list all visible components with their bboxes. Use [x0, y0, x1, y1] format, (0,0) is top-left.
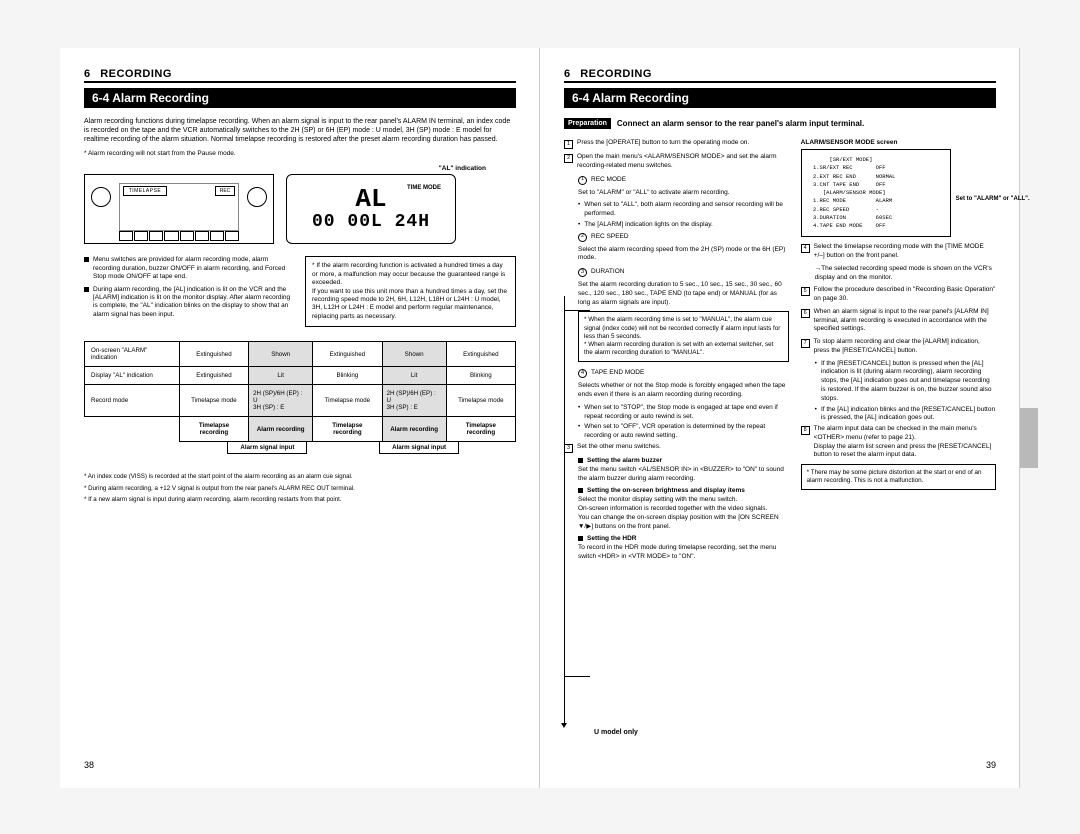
vcr-illustration: TIMELAPSE REC: [84, 174, 274, 244]
sub-1-icon: 1: [578, 176, 587, 185]
u-model-only-label: U model only: [594, 729, 638, 736]
footnotes: * An index code (VISS) is recorded at th…: [84, 472, 516, 504]
sub-4-icon: 4: [578, 369, 587, 378]
alarm-signal-input-label: Alarm signal input: [227, 441, 307, 454]
section-tag: 6 RECORDING: [84, 68, 516, 83]
state-table: On-screen "ALARM" indication Extinguishe…: [84, 341, 516, 442]
section-tab: [1020, 408, 1038, 468]
step-5-icon: 5: [801, 287, 810, 296]
subsection-title: 6-4 Alarm Recording: [564, 88, 996, 108]
step-text: Press the [OPERATE] button to turn the o…: [577, 139, 749, 149]
step-text: Select the timelapse recording mode with…: [814, 243, 996, 261]
page-39: 6 RECORDING 6-4 Alarm Recording Preparat…: [540, 48, 1020, 788]
alarm-signal-input-label: Alarm signal input: [379, 441, 459, 454]
table-row-label: Display "AL" indication: [85, 367, 180, 385]
note-box: * There may be some picture distortion a…: [801, 464, 996, 490]
section-number: 6: [84, 68, 91, 80]
intro-note: * Alarm recording will not start from th…: [84, 150, 516, 157]
step-3-icon: 3: [564, 444, 573, 453]
section-tag: 6 RECORDING: [564, 68, 996, 83]
preparation-text: Connect an alarm sensor to the rear pane…: [617, 119, 864, 128]
step-1-icon: 1: [564, 140, 573, 149]
section-label: RECORDING: [580, 68, 652, 80]
al-indication-label: "AL" indication: [84, 165, 516, 172]
al-text: AL: [355, 186, 386, 212]
subsection-title: 6-4 Alarm Recording: [84, 88, 516, 108]
step-2-icon: 2: [564, 154, 573, 163]
step-text: Set the other menu switches.: [577, 443, 661, 453]
step-8-icon: 8: [801, 426, 810, 435]
u-model-leader: [564, 296, 565, 726]
sub-2-icon: 2: [578, 233, 587, 242]
section-number: 6: [564, 68, 571, 80]
bullet-item: During alarm recording, the [AL] indicat…: [84, 286, 295, 320]
note-box: * When the alarm recording time is set t…: [578, 311, 789, 362]
caution-box: * If the alarm recording function is act…: [305, 256, 516, 327]
step-text: When an alarm signal is input to the rea…: [814, 308, 996, 334]
page-38: 6 RECORDING 6-4 Alarm Recording Alarm re…: [60, 48, 540, 788]
al-display: TIME MODE AL 00 00L 24H: [286, 174, 456, 244]
time-mode-label: TIME MODE: [407, 185, 441, 191]
section-label: RECORDING: [100, 68, 172, 80]
bullet-item: Menu switches are provided for alarm rec…: [84, 256, 295, 281]
step-text: Follow the procedure described in "Recor…: [814, 286, 996, 304]
intro-text: Alarm recording functions during timelap…: [84, 118, 516, 144]
sub-3-icon: 3: [578, 268, 587, 277]
preparation-tag: Preparation: [564, 118, 611, 129]
timelapse-badge: TIMELAPSE: [123, 186, 167, 196]
step-text: The alarm input data can be checked in t…: [814, 425, 996, 460]
step-7-icon: 7: [801, 339, 810, 348]
menu-screen: [SR/EXT MODE] 1.SR/EXT REC OFF 2.EXT REC…: [801, 149, 951, 237]
step-text: Open the main menu's <ALARM/SENSOR MODE>…: [577, 153, 789, 171]
rec-badge: REC: [215, 186, 235, 196]
table-row-label: On-screen "ALARM" indication: [85, 342, 180, 367]
set-to-label: Set to "ALARM" or "ALL".: [956, 196, 1030, 202]
screen-title: ALARM/SENSOR MODE screen: [801, 139, 996, 146]
page-number: 38: [84, 760, 94, 770]
page-number: 39: [986, 760, 996, 770]
table-row-label: Record mode: [85, 385, 180, 417]
step-6-icon: 6: [801, 309, 810, 318]
display-digits: 00 00L 24H: [312, 212, 430, 232]
step-text: To stop alarm recording and clear the [A…: [814, 338, 996, 356]
step-4-icon: 4: [801, 244, 810, 253]
